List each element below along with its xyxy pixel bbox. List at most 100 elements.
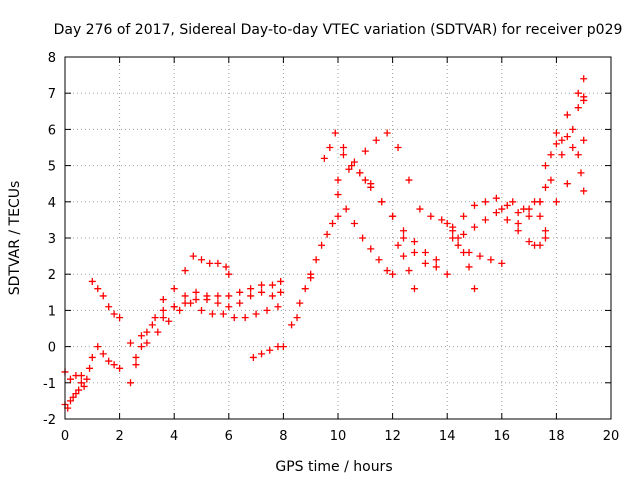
data-point	[318, 241, 326, 249]
data-point	[503, 216, 511, 224]
data-point	[181, 267, 189, 275]
data-point	[249, 353, 257, 361]
data-point	[378, 198, 386, 206]
series-track-v	[514, 96, 588, 228]
data-point	[334, 176, 342, 184]
data-point	[263, 306, 271, 314]
data-point	[208, 310, 216, 318]
data-point	[552, 140, 560, 148]
data-point	[331, 129, 339, 137]
data-point	[116, 364, 124, 372]
data-point	[361, 147, 369, 155]
data-point	[187, 299, 195, 307]
data-point	[176, 306, 184, 314]
data-point	[416, 205, 424, 213]
data-point	[241, 314, 249, 322]
data-point	[465, 248, 473, 256]
data-point	[323, 230, 331, 238]
data-point	[481, 216, 489, 224]
data-point	[154, 328, 162, 336]
data-point	[443, 220, 451, 228]
data-point	[372, 136, 380, 144]
data-point	[77, 372, 85, 380]
data-point	[307, 270, 315, 278]
data-point	[552, 198, 560, 206]
data-point	[88, 277, 96, 285]
x-tick-label: 0	[61, 429, 69, 444]
data-point	[574, 151, 582, 159]
data-point	[230, 314, 238, 322]
x-tick-label: 12	[384, 429, 401, 444]
data-point	[94, 285, 102, 293]
data-point	[375, 256, 383, 264]
series-track-j	[288, 274, 315, 329]
data-point	[509, 198, 517, 206]
data-point	[80, 382, 88, 390]
data-point	[421, 248, 429, 256]
y-tick-label: 1	[48, 304, 56, 319]
series-track-i	[249, 343, 287, 361]
series-track-a	[61, 379, 85, 412]
data-point	[449, 234, 457, 242]
y-tick-label: 6	[48, 123, 56, 138]
data-point	[563, 133, 571, 141]
data-point	[520, 205, 528, 213]
data-point	[481, 198, 489, 206]
data-point	[342, 205, 350, 213]
data-point	[383, 267, 391, 275]
data-point	[394, 241, 402, 249]
y-tick-label: 3	[48, 232, 56, 247]
data-point	[258, 281, 266, 289]
data-point	[400, 234, 408, 242]
data-point	[72, 390, 80, 398]
data-point	[427, 212, 435, 220]
data-point	[574, 104, 582, 112]
data-point	[225, 303, 233, 311]
data-point	[274, 303, 282, 311]
data-point	[192, 296, 200, 304]
data-point	[569, 125, 577, 133]
data-point	[206, 259, 214, 267]
y-tick-label: 2	[48, 268, 56, 283]
data-point	[471, 285, 478, 293]
data-point	[574, 89, 582, 97]
data-point	[77, 379, 85, 387]
data-point	[219, 310, 227, 318]
series-track-s	[449, 209, 544, 249]
x-tick-label: 6	[225, 429, 233, 444]
data-point	[198, 256, 205, 264]
series-track-c	[80, 343, 124, 390]
data-point	[225, 292, 233, 300]
data-point	[143, 328, 151, 336]
data-point	[334, 191, 342, 199]
y-tick-label: 5	[48, 160, 56, 175]
data-point	[247, 285, 255, 293]
data-point	[569, 144, 577, 151]
y-tick-label: 0	[48, 341, 56, 356]
data-point	[359, 234, 367, 242]
data-point	[400, 227, 408, 235]
data-point	[498, 205, 506, 213]
data-point	[536, 198, 544, 206]
data-point	[394, 144, 402, 151]
data-point	[170, 285, 178, 293]
data-point	[405, 176, 413, 184]
series-track-y	[541, 93, 588, 170]
data-point	[277, 288, 285, 296]
data-point	[525, 238, 533, 246]
data-point	[236, 288, 244, 296]
series-track-h	[159, 252, 233, 304]
data-point	[312, 256, 320, 264]
plot-frame	[64, 56, 612, 420]
data-point	[83, 375, 91, 383]
data-point	[268, 292, 276, 300]
x-tick-label: 18	[548, 429, 565, 444]
data-point	[547, 151, 555, 159]
data-point	[159, 296, 167, 304]
data-point	[296, 299, 304, 307]
data-point	[498, 259, 506, 267]
data-point	[110, 310, 118, 318]
data-point	[75, 386, 83, 394]
